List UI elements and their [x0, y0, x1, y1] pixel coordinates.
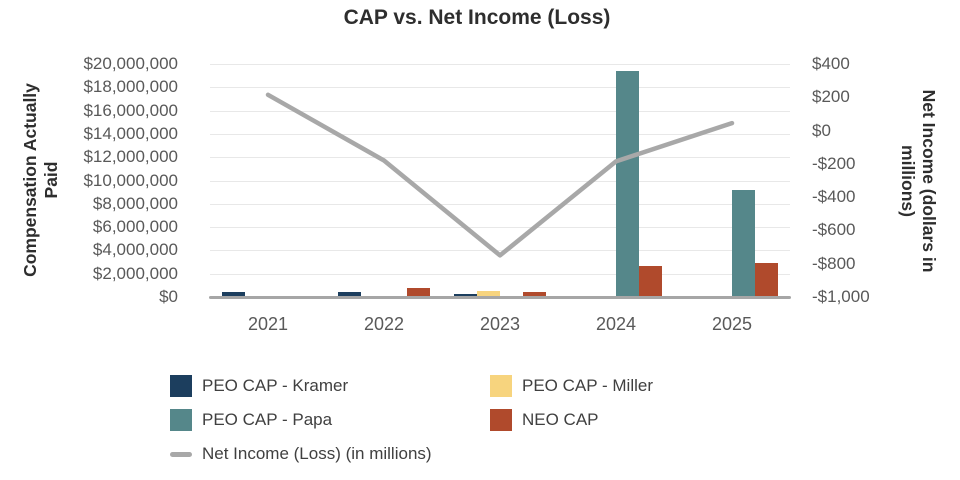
net-income-line	[265, 92, 735, 258]
bar-peo-cap-papa-2024	[616, 70, 639, 297]
right-axis-title: Net Income (dollars in millions)	[897, 31, 939, 331]
gridline	[210, 110, 790, 112]
right-axis-tick-label: $200	[812, 87, 850, 107]
legend-label-neo-cap: NEO CAP	[522, 410, 599, 429]
left-axis-tick-label: $0	[159, 287, 178, 306]
legend-swatch-neo-cap	[490, 409, 512, 431]
legend-label-peo-cap-miller: PEO CAP - Miller	[522, 376, 653, 395]
gridline	[210, 273, 790, 275]
gridline	[210, 250, 790, 252]
legend-line-swatch-net-income-loss-in-millions-	[170, 451, 192, 457]
legend-swatch-peo-cap-papa	[170, 409, 192, 431]
bar-peo-cap-kramer-2021	[222, 291, 245, 297]
right-axis-tick-label: -$800	[812, 253, 856, 273]
right-axis-tick-label: $0	[812, 120, 831, 140]
right-axis-title-line2: millions)	[898, 145, 918, 217]
right-axis-tick-label: -$400	[812, 187, 856, 207]
left-axis-tick-label: $12,000,000	[83, 147, 178, 167]
right-axis-title-line1: Net Income (dollars in	[919, 89, 939, 273]
x-axis-label-2023: 2023	[479, 314, 521, 334]
legend-swatch-peo-cap-miller	[490, 375, 512, 397]
gridline	[210, 64, 790, 65]
left-axis-tick-label: $14,000,000	[83, 123, 178, 143]
bar-peo-cap-papa-2025	[732, 189, 755, 297]
x-axis-label-2025: 2025	[711, 314, 753, 334]
bar-neo-cap-2025	[755, 263, 778, 297]
left-axis-tick-label: $8,000,000	[92, 193, 178, 213]
gridline	[210, 180, 790, 182]
bar-peo-cap-kramer-2023	[454, 294, 477, 297]
x-axis-baseline	[209, 296, 791, 299]
chart-title: CAP vs. Net Income (Loss)	[343, 6, 611, 29]
left-axis-tick-label: $10,000,000	[83, 170, 178, 190]
gridline	[210, 87, 790, 89]
legend-label-net-income-loss-in-millions-: Net Income (Loss) (in millions)	[202, 444, 432, 463]
right-axis-tick-label: -$1,000	[812, 287, 870, 306]
left-axis-tick-label: $18,000,000	[83, 77, 178, 97]
x-axis-label-2022: 2022	[363, 314, 405, 334]
gridline	[210, 133, 790, 135]
net-income-line-path	[265, 92, 735, 258]
gridline	[210, 227, 790, 229]
right-axis-tick-label: -$600	[812, 220, 856, 240]
left-axis-tick-label: $20,000,000	[83, 54, 178, 73]
legend-label-peo-cap-papa: PEO CAP - Papa	[202, 410, 333, 429]
left-axis-tick-label: $4,000,000	[92, 240, 178, 260]
bar-neo-cap-2023	[523, 292, 546, 297]
bar-neo-cap-2022	[407, 287, 430, 297]
right-axis-tick-label: -$200	[812, 153, 856, 173]
x-axis-label-2021: 2021	[247, 314, 289, 334]
bar-peo-cap-kramer-2022	[338, 291, 361, 297]
right-axis-tick-label: $400	[812, 54, 850, 73]
x-axis-label-2024: 2024	[595, 314, 637, 334]
bar-peo-cap-miller-2023	[477, 290, 500, 297]
gridline	[210, 157, 790, 159]
bar-neo-cap-2024	[639, 265, 662, 297]
legend-label-peo-cap-kramer: PEO CAP - Kramer	[202, 376, 349, 395]
gridline	[210, 203, 790, 205]
legend-swatch-peo-cap-kramer	[170, 375, 192, 397]
left-axis-tick-label: $16,000,000	[83, 100, 178, 120]
left-axis-tick-label: $2,000,000	[92, 263, 178, 283]
left-axis-tick-label: $6,000,000	[92, 217, 178, 237]
